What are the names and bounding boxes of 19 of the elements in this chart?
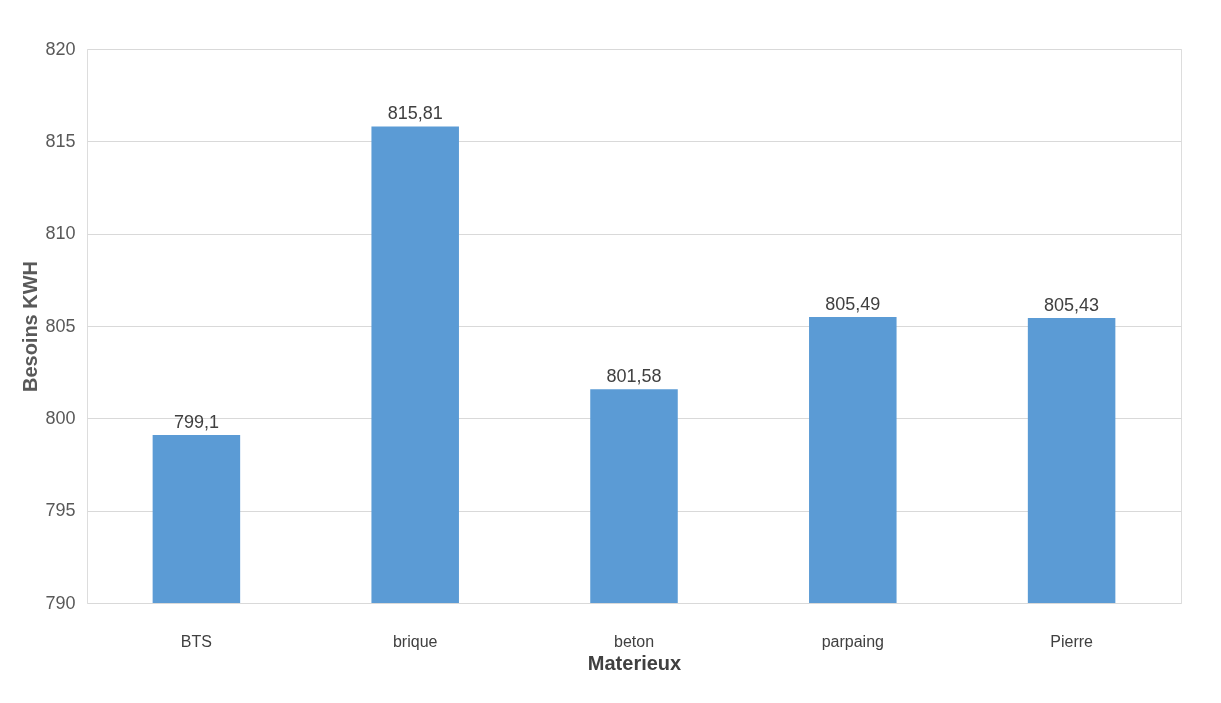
data-label: 801,58 bbox=[606, 366, 662, 387]
x-tick-label: parpaing bbox=[821, 632, 884, 650]
y-tick-label: 800 bbox=[45, 407, 76, 428]
y-tick-label: 790 bbox=[45, 592, 76, 613]
x-axis-title: Materieux bbox=[587, 651, 682, 674]
x-tick-label: beton bbox=[613, 632, 655, 650]
data-label: 805,49 bbox=[825, 293, 881, 314]
x-tick-label: BTS bbox=[180, 632, 212, 650]
x-tick-label: Pierre bbox=[1050, 632, 1094, 650]
data-label: 799,1 bbox=[173, 411, 219, 432]
y-tick-label: 820 bbox=[45, 38, 76, 59]
data-label: 805,43 bbox=[1044, 295, 1100, 316]
y-tick-label: 815 bbox=[45, 130, 76, 151]
y-tick-label: 805 bbox=[45, 315, 76, 336]
x-tick-label: brique bbox=[392, 632, 438, 650]
data-label: 815,81 bbox=[387, 103, 443, 124]
y-tick-label: 810 bbox=[45, 223, 76, 244]
y-axis-title: Besoins KWH bbox=[19, 260, 42, 393]
y-tick-label: 795 bbox=[45, 500, 76, 521]
